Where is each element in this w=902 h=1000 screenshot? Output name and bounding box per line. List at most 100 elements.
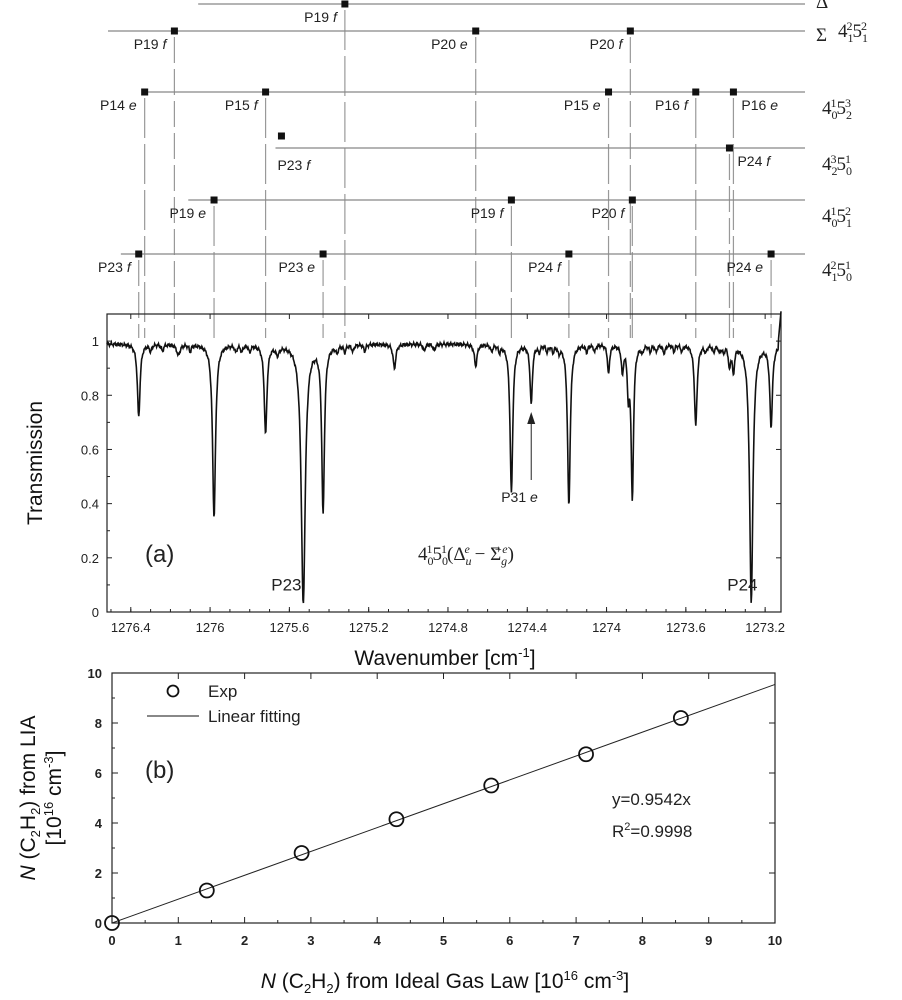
x-tick-label: 1 [175,933,182,948]
x-tick-label: 0 [108,933,115,948]
panel-b-ticks: 0 1 2 3 4 5 6 7 8 9 10 0 2 4 6 8 10 [88,666,783,948]
panel-a-plot-frame [106,313,782,613]
x-tick-label: 1276 [196,620,225,635]
state-symbol-delta: Δ [816,0,828,13]
x-tick-label: 9 [705,933,712,948]
line-marker [472,27,480,35]
x-tick-label: 3 [307,933,314,948]
peak-label: P24 [727,575,757,594]
y-tick-label: 0.2 [81,551,99,566]
panel-a-y-ticks: 0 0.2 0.4 0.6 0.8 1 [81,313,781,620]
line-assignment-label: P23 f [277,157,312,173]
p31e-label: P31 e [501,489,538,505]
exp-data-point [672,710,689,726]
x-tick-label: 7 [572,933,579,948]
panel-a-y-axis-title: Transmission [24,401,47,525]
line-marker [692,88,700,96]
line-marker [277,132,285,140]
x-tick-label: 1274.4 [507,620,547,635]
fit-r-squared: R2=0.9998 [612,821,692,841]
line-assignment-label: P20 f [590,36,625,52]
line-marker [565,250,573,258]
arrow-head [527,412,536,424]
x-tick-label: 8 [639,933,646,948]
line-marker [507,196,515,204]
line-assignment-label: P16 f [655,97,690,113]
vibrational-state-label: 423501 [822,152,852,178]
line-marker [725,144,733,152]
x-tick-label: 5 [440,933,447,948]
exp-data-point [198,882,215,899]
x-tick-label: 1273.2 [745,620,785,635]
exp-data-point [104,915,120,931]
line-marker [210,196,218,204]
line-assignment-label: P24 f [737,153,772,169]
line-assignment-label: P14 e [100,97,137,113]
panel-b-x-axis-title: N (C2H2) from Ideal Gas Law [1016 cm-3] [261,968,629,996]
line-assignment-label: P15 f [225,97,260,113]
line-assignment-label: P15 e [564,97,601,113]
panel-b-label: (b) [145,757,174,784]
x-tick-label: 1273.6 [666,620,706,635]
line-marker [170,27,178,35]
line-marker [141,88,149,96]
line-marker [729,88,737,96]
line-marker [135,250,143,258]
line-marker [262,88,270,96]
y-tick-label: 4 [95,816,103,831]
y-tick-label: 0.6 [81,442,99,457]
transition-level-diagram: P19 f Δ P19 f P20 e P20 f Σ 412512 P14 e P15 f P1… [98,0,868,338]
x-tick-label: 6 [506,933,513,948]
y-tick-label: 0.4 [81,497,99,512]
legend-fit-label: Linear fitting [208,707,301,726]
y-tick-label: 1 [92,334,99,349]
line-marker [341,0,349,8]
line-assignment-label: P16 e [741,97,778,113]
y-tick-label: 0 [95,916,102,931]
y-tick-label: 0.8 [81,388,99,403]
line-assignment-label: P23 f [98,259,133,275]
line-marker [626,27,634,35]
panel-a-label: (a) [145,541,174,568]
exp-data-point [293,845,310,861]
y-tick-label: 0 [92,605,99,620]
y-tick-label: 8 [95,716,102,731]
fit-equation: y=0.9542x [612,790,691,809]
line-assignment-label: P19 f [304,9,339,25]
x-tick-label: 2 [241,933,248,948]
x-tick-label: 10 [768,933,782,948]
line-assignment-label: P20 e [431,36,468,52]
line-assignment-label: P24 f [528,259,563,275]
exp-data-point [483,777,500,794]
exp-data-points [104,710,689,931]
line-assignment-label: P19 e [169,205,206,221]
panel-b-y-axis-title-line2: [1016 cm-3] [41,751,66,846]
x-tick-label: 1274 [592,620,621,635]
line-assignment-label: P19 f [134,36,169,52]
panel-b-y-axis-title-line1: N (C2H2) from LIA [17,716,43,881]
band-label: 401501(Δue − Σg+e) [418,542,514,568]
panel-a-x-ticks: 1276.4 1276 1275.6 1275.2 1274.8 1274.4 1274 12… [110,314,785,635]
y-tick-label: 6 [95,766,102,781]
vibrational-state-label: 401512 [822,204,852,230]
line-assignment-label: P19 f [471,205,506,221]
x-tick-label: 4 [374,933,382,948]
x-tick-label: 1276.4 [111,620,151,635]
x-tick-label: 1274.8 [428,620,468,635]
exp-data-point [578,746,594,763]
line-marker [605,88,613,96]
y-tick-label: 10 [88,666,102,681]
y-tick-label: 2 [95,866,102,881]
panel-a-x-axis-title: Wavenumber [cm-1] [354,645,535,670]
vibrational-state-label: 412512 [838,19,868,45]
legend-exp-marker [166,684,180,698]
panel-a-peak-labels: P23 P24 [271,575,757,594]
legend-exp-label: Exp [208,682,237,701]
panel-b-legend: Exp Linear fitting [147,682,301,726]
line-assignment-label: P24 e [726,259,763,275]
line-assignment-label: P23 e [278,259,315,275]
line-marker [628,196,636,204]
exp-data-point [388,811,405,828]
line-marker [319,250,327,258]
peak-label: P23 [271,575,301,594]
